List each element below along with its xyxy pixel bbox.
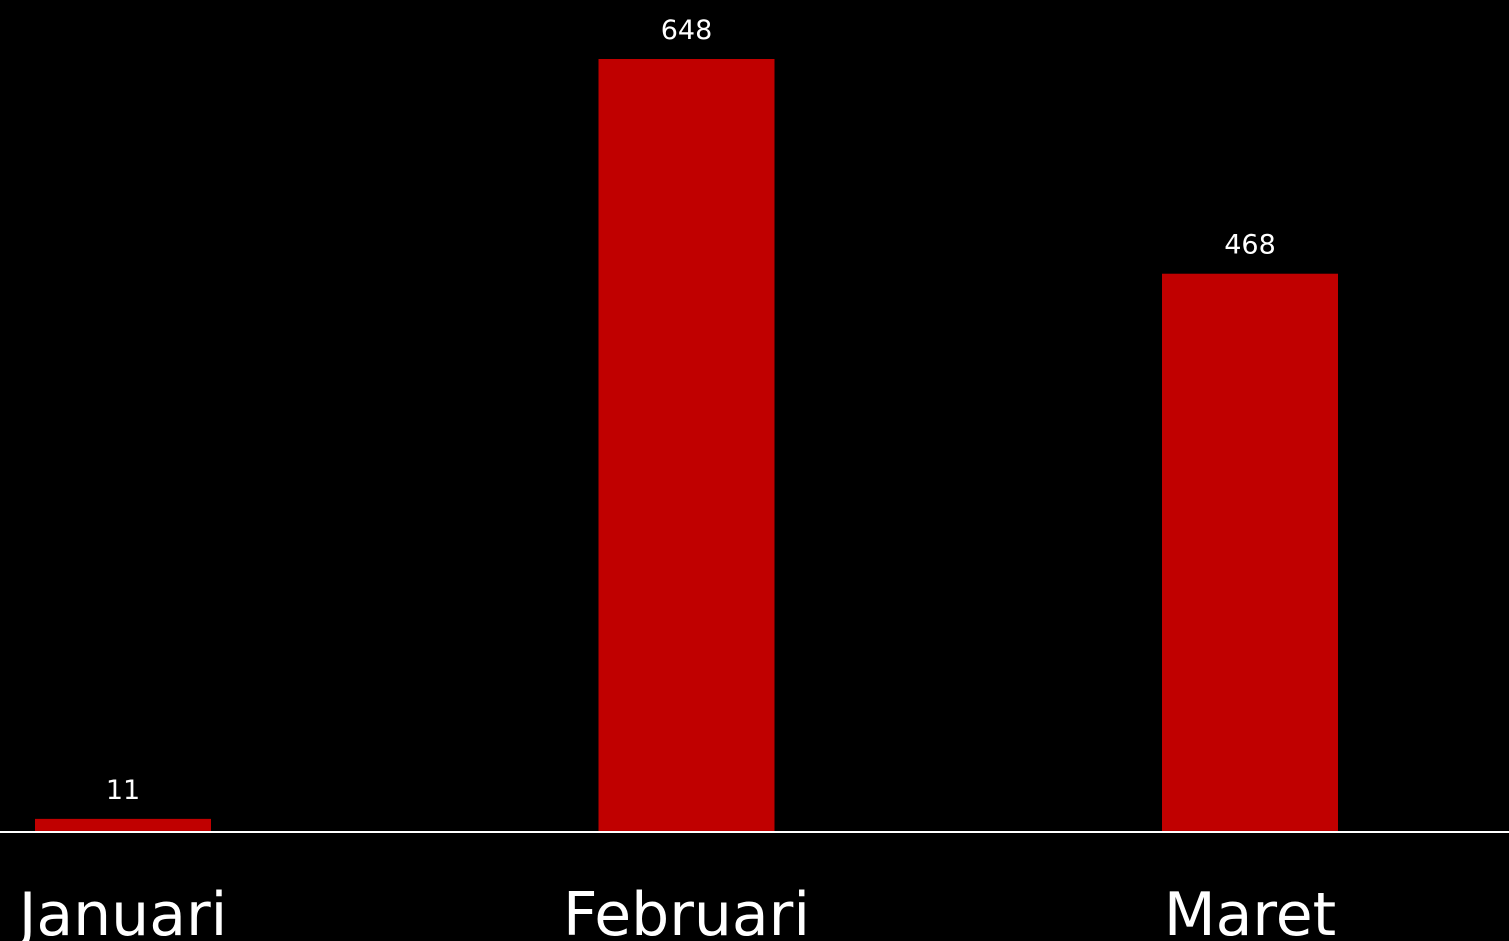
x-tick-label: Januari [15, 880, 228, 941]
bar [1162, 273, 1338, 832]
data-label: 468 [1224, 230, 1276, 261]
x-tick-label: Februari [563, 880, 810, 941]
bar [35, 818, 211, 832]
bar [598, 59, 775, 832]
data-label: 648 [661, 15, 713, 46]
data-label: 11 [106, 775, 140, 806]
x-tick-label: Maret [1164, 880, 1336, 941]
